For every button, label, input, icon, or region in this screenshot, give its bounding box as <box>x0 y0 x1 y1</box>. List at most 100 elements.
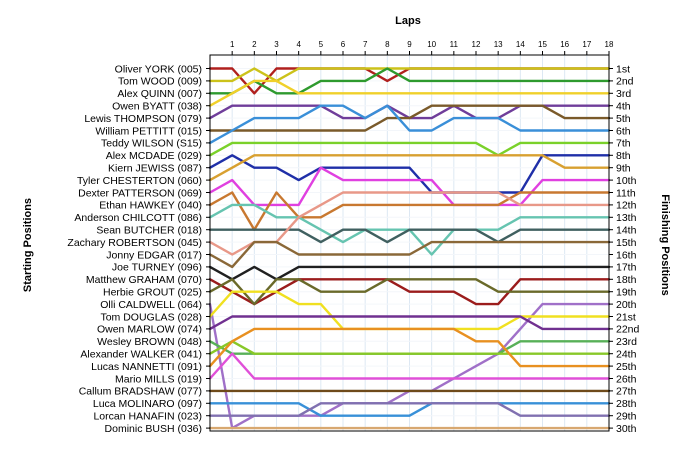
starting-position-label: Lewis THOMPSON (079) <box>84 113 202 125</box>
x-tick-label: 3 <box>274 40 279 49</box>
finishing-position-label: 19th <box>616 287 637 299</box>
starting-position-label: Mario MILLS (019) <box>115 373 202 385</box>
driver-position-line <box>208 104 611 132</box>
driver-position-line <box>208 228 611 244</box>
driver-position-line <box>208 402 611 417</box>
driver-position-line <box>208 79 611 107</box>
x-axis-title: Laps <box>395 15 421 27</box>
driver-position-line <box>208 278 611 306</box>
finishing-position-label: 22nd <box>616 324 640 336</box>
starting-position-label: Wesley BROWN (048) <box>97 336 202 348</box>
x-tick-label: 15 <box>538 40 547 49</box>
driver-position-line <box>208 315 611 331</box>
finishing-position-label: 23rd <box>616 336 637 348</box>
finishing-position-label: 11th <box>616 187 636 199</box>
finishing-position-label: 2nd <box>616 76 634 88</box>
finishing-position-label: 7th <box>616 138 631 150</box>
driver-position-line <box>208 352 611 380</box>
x-tick-label: 16 <box>560 40 569 49</box>
finishing-position-label: 18th <box>616 274 637 286</box>
driver-position-line <box>208 402 611 417</box>
starting-position-label: Lorcan HANAFIN (023) <box>93 411 202 423</box>
finishing-position-label: 20th <box>616 299 637 311</box>
starting-position-label: Alexander WALKER (041) <box>80 349 202 361</box>
finishing-labels: 1st2nd3rd4th5th6th7th8th9th10th11th12th1… <box>616 63 640 435</box>
starting-position-label: Luca MOLINARO (097) <box>93 398 202 410</box>
driver-position-line <box>208 166 611 207</box>
finishing-position-label: 26th <box>616 373 637 385</box>
x-tick-label: 4 <box>296 40 301 49</box>
x-tick-label: 7 <box>363 40 368 49</box>
finishing-position-label: 13th <box>616 212 637 224</box>
starting-position-label: Tom DOUGLAS (028) <box>100 311 202 323</box>
finishing-position-label: 14th <box>616 225 637 237</box>
starting-position-label: Alex MCDADE (029) <box>106 150 202 162</box>
left-axis-title: Starting Positions <box>22 198 34 292</box>
driver-position-line <box>208 104 611 145</box>
x-tick-label: 12 <box>472 40 481 49</box>
x-tick-label: 5 <box>319 40 324 49</box>
x-tick-label: 1 <box>230 40 235 49</box>
finishing-position-label: 15th <box>616 237 637 249</box>
finishing-position-label: 4th <box>616 101 631 113</box>
driver-position-line <box>208 141 611 157</box>
driver-position-line <box>208 340 611 355</box>
finishing-position-label: 21st <box>616 311 636 323</box>
x-tick-label: 11 <box>450 40 459 49</box>
starting-position-label: Callum BRADSHAW (077) <box>79 386 202 398</box>
starting-position-label: Lucas NANNETTI (091) <box>91 361 202 373</box>
starting-position-label: Tyler CHESTERTON (060) <box>77 175 202 187</box>
finishing-position-label: 5th <box>616 113 631 125</box>
finishing-position-label: 29th <box>616 411 637 423</box>
starting-position-label: Tom WOOD (009) <box>118 76 202 88</box>
starting-labels: Oliver YORK (005)Tom WOOD (009)Alex QUIN… <box>67 63 202 435</box>
finishing-position-label: 10th <box>616 175 637 187</box>
starting-position-label: Zachary ROBERTSON (045) <box>67 237 202 249</box>
starting-position-label: Olli CALDWELL (064) <box>100 299 202 311</box>
finishing-position-label: 17th <box>616 262 637 274</box>
driver-position-line <box>208 240 611 269</box>
x-tick-label: 8 <box>385 40 390 49</box>
starting-position-label: Owen MARLOW (074) <box>97 324 202 336</box>
starting-position-label: Oliver YORK (005) <box>115 63 202 75</box>
finishing-position-label: 8th <box>616 150 631 162</box>
finishing-position-label: 9th <box>616 163 631 175</box>
finishing-position-label: 1st <box>616 63 630 75</box>
driver-position-line <box>208 67 611 95</box>
starting-position-label: Matthew GRAHAM (070) <box>86 274 202 286</box>
starting-position-label: Jonny EDGAR (017) <box>106 249 202 261</box>
starting-position-label: Dexter PATTERSON (069) <box>78 187 202 199</box>
finishing-position-label: 12th <box>616 200 637 212</box>
driver-position-line <box>208 191 611 231</box>
x-tick-label: 10 <box>427 40 436 49</box>
starting-position-label: Kiern JEWISS (087) <box>108 163 202 175</box>
x-tick-label: 9 <box>407 40 412 49</box>
starting-position-label: Joe TURNEY (096) <box>112 262 202 274</box>
series-lines <box>208 67 611 430</box>
starting-position-label: Anderson CHILCOTT (086) <box>74 212 202 224</box>
finishing-position-label: 24th <box>616 349 637 361</box>
starting-position-label: Teddy WILSON (S15) <box>101 138 202 150</box>
x-tick-label: 6 <box>341 40 346 49</box>
x-tick-label: 18 <box>605 40 614 49</box>
x-tick-label: 14 <box>516 40 525 49</box>
finishing-position-label: 6th <box>616 125 631 137</box>
x-tick-labels: 1 2 3 4 5 6 7 8 9 10 11 12 13 14 15 16 17 18 <box>230 40 614 49</box>
finishing-position-label: 3rd <box>616 88 631 100</box>
starting-position-label: Herbie GROUT (025) <box>103 287 202 299</box>
x-tick-label: 13 <box>494 40 503 49</box>
finishing-position-label: 27th <box>616 386 637 398</box>
starting-position-label: Ethan HAWKEY (040) <box>99 200 202 212</box>
finishing-position-label: 30th <box>616 423 637 435</box>
starting-position-label: Alex QUINN (007) <box>117 88 202 100</box>
x-tick-label: 2 <box>252 40 257 49</box>
starting-position-label: Sean BUTCHER (018) <box>96 225 202 237</box>
finishing-position-label: 28th <box>616 398 637 410</box>
driver-position-line <box>208 327 611 368</box>
driver-position-line <box>208 154 611 182</box>
starting-position-label: William PETTITT (015) <box>95 125 202 137</box>
starting-position-label: Owen BYATT (038) <box>112 101 202 113</box>
starting-position-label: Dominic BUSH (036) <box>105 423 202 435</box>
x-tick-label: 17 <box>582 40 591 49</box>
